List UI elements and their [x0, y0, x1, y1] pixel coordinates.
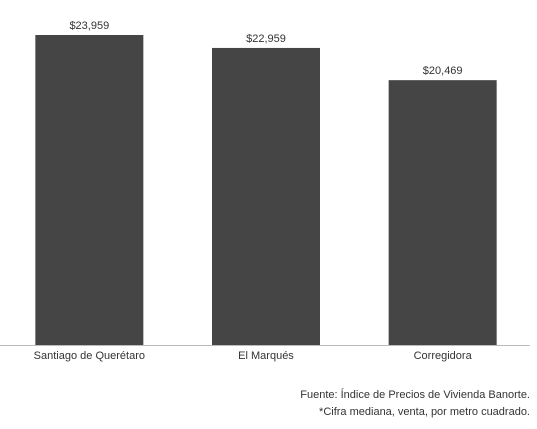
value-label: $20,469: [423, 65, 463, 77]
footnote: *Cifra mediana, venta, por metro cuadrad…: [319, 406, 530, 418]
source-note: Fuente: Índice de Precios de Vivienda Ba…: [300, 388, 530, 401]
bar: [35, 35, 144, 345]
x-tick-label: El Marqués: [238, 350, 294, 362]
value-label: $22,959: [246, 33, 286, 45]
x-tick-label: Corregidora: [414, 350, 473, 362]
x-tick-label: Santiago de Querétaro: [34, 350, 145, 362]
bar: [388, 80, 497, 345]
value-label: $23,959: [69, 20, 109, 32]
bar: [212, 47, 320, 345]
